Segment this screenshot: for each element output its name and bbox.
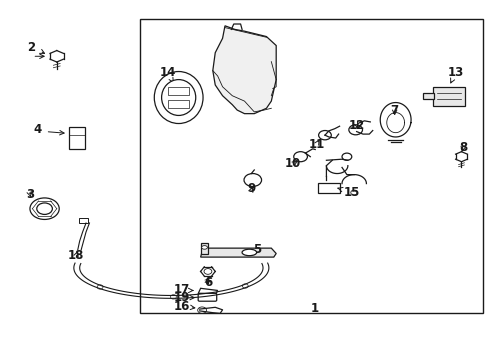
Polygon shape [198,288,217,296]
FancyBboxPatch shape [198,293,216,301]
Ellipse shape [242,249,256,256]
Ellipse shape [154,72,203,123]
Text: 18: 18 [68,249,84,262]
Text: 4: 4 [33,123,41,136]
Bar [69,127,84,149]
Text: 10: 10 [285,157,301,170]
Text: 17: 17 [174,283,190,296]
Text: 7: 7 [390,104,398,117]
Bar [79,218,88,223]
Text: 2: 2 [27,41,35,54]
Bar [317,183,339,193]
Text: 15: 15 [337,186,359,199]
Text: 13: 13 [447,66,463,83]
Ellipse shape [161,80,195,116]
Ellipse shape [201,246,207,249]
Bar [167,87,189,95]
Bar [423,93,433,99]
Text: 5: 5 [249,243,261,256]
Text: 9: 9 [247,183,255,195]
Text: 11: 11 [308,138,324,150]
Text: 12: 12 [348,119,364,132]
Bar [167,100,189,108]
Text: 3: 3 [26,188,34,201]
Text: 19: 19 [174,291,190,304]
Polygon shape [200,248,276,257]
Text: 14: 14 [159,66,175,82]
Text: 6: 6 [203,276,212,289]
Polygon shape [212,26,276,114]
Bar [140,19,483,313]
Bar [432,87,464,107]
Polygon shape [200,243,207,253]
Text: 16: 16 [174,300,190,313]
Text: 1: 1 [310,302,319,315]
Text: 8: 8 [458,141,466,154]
